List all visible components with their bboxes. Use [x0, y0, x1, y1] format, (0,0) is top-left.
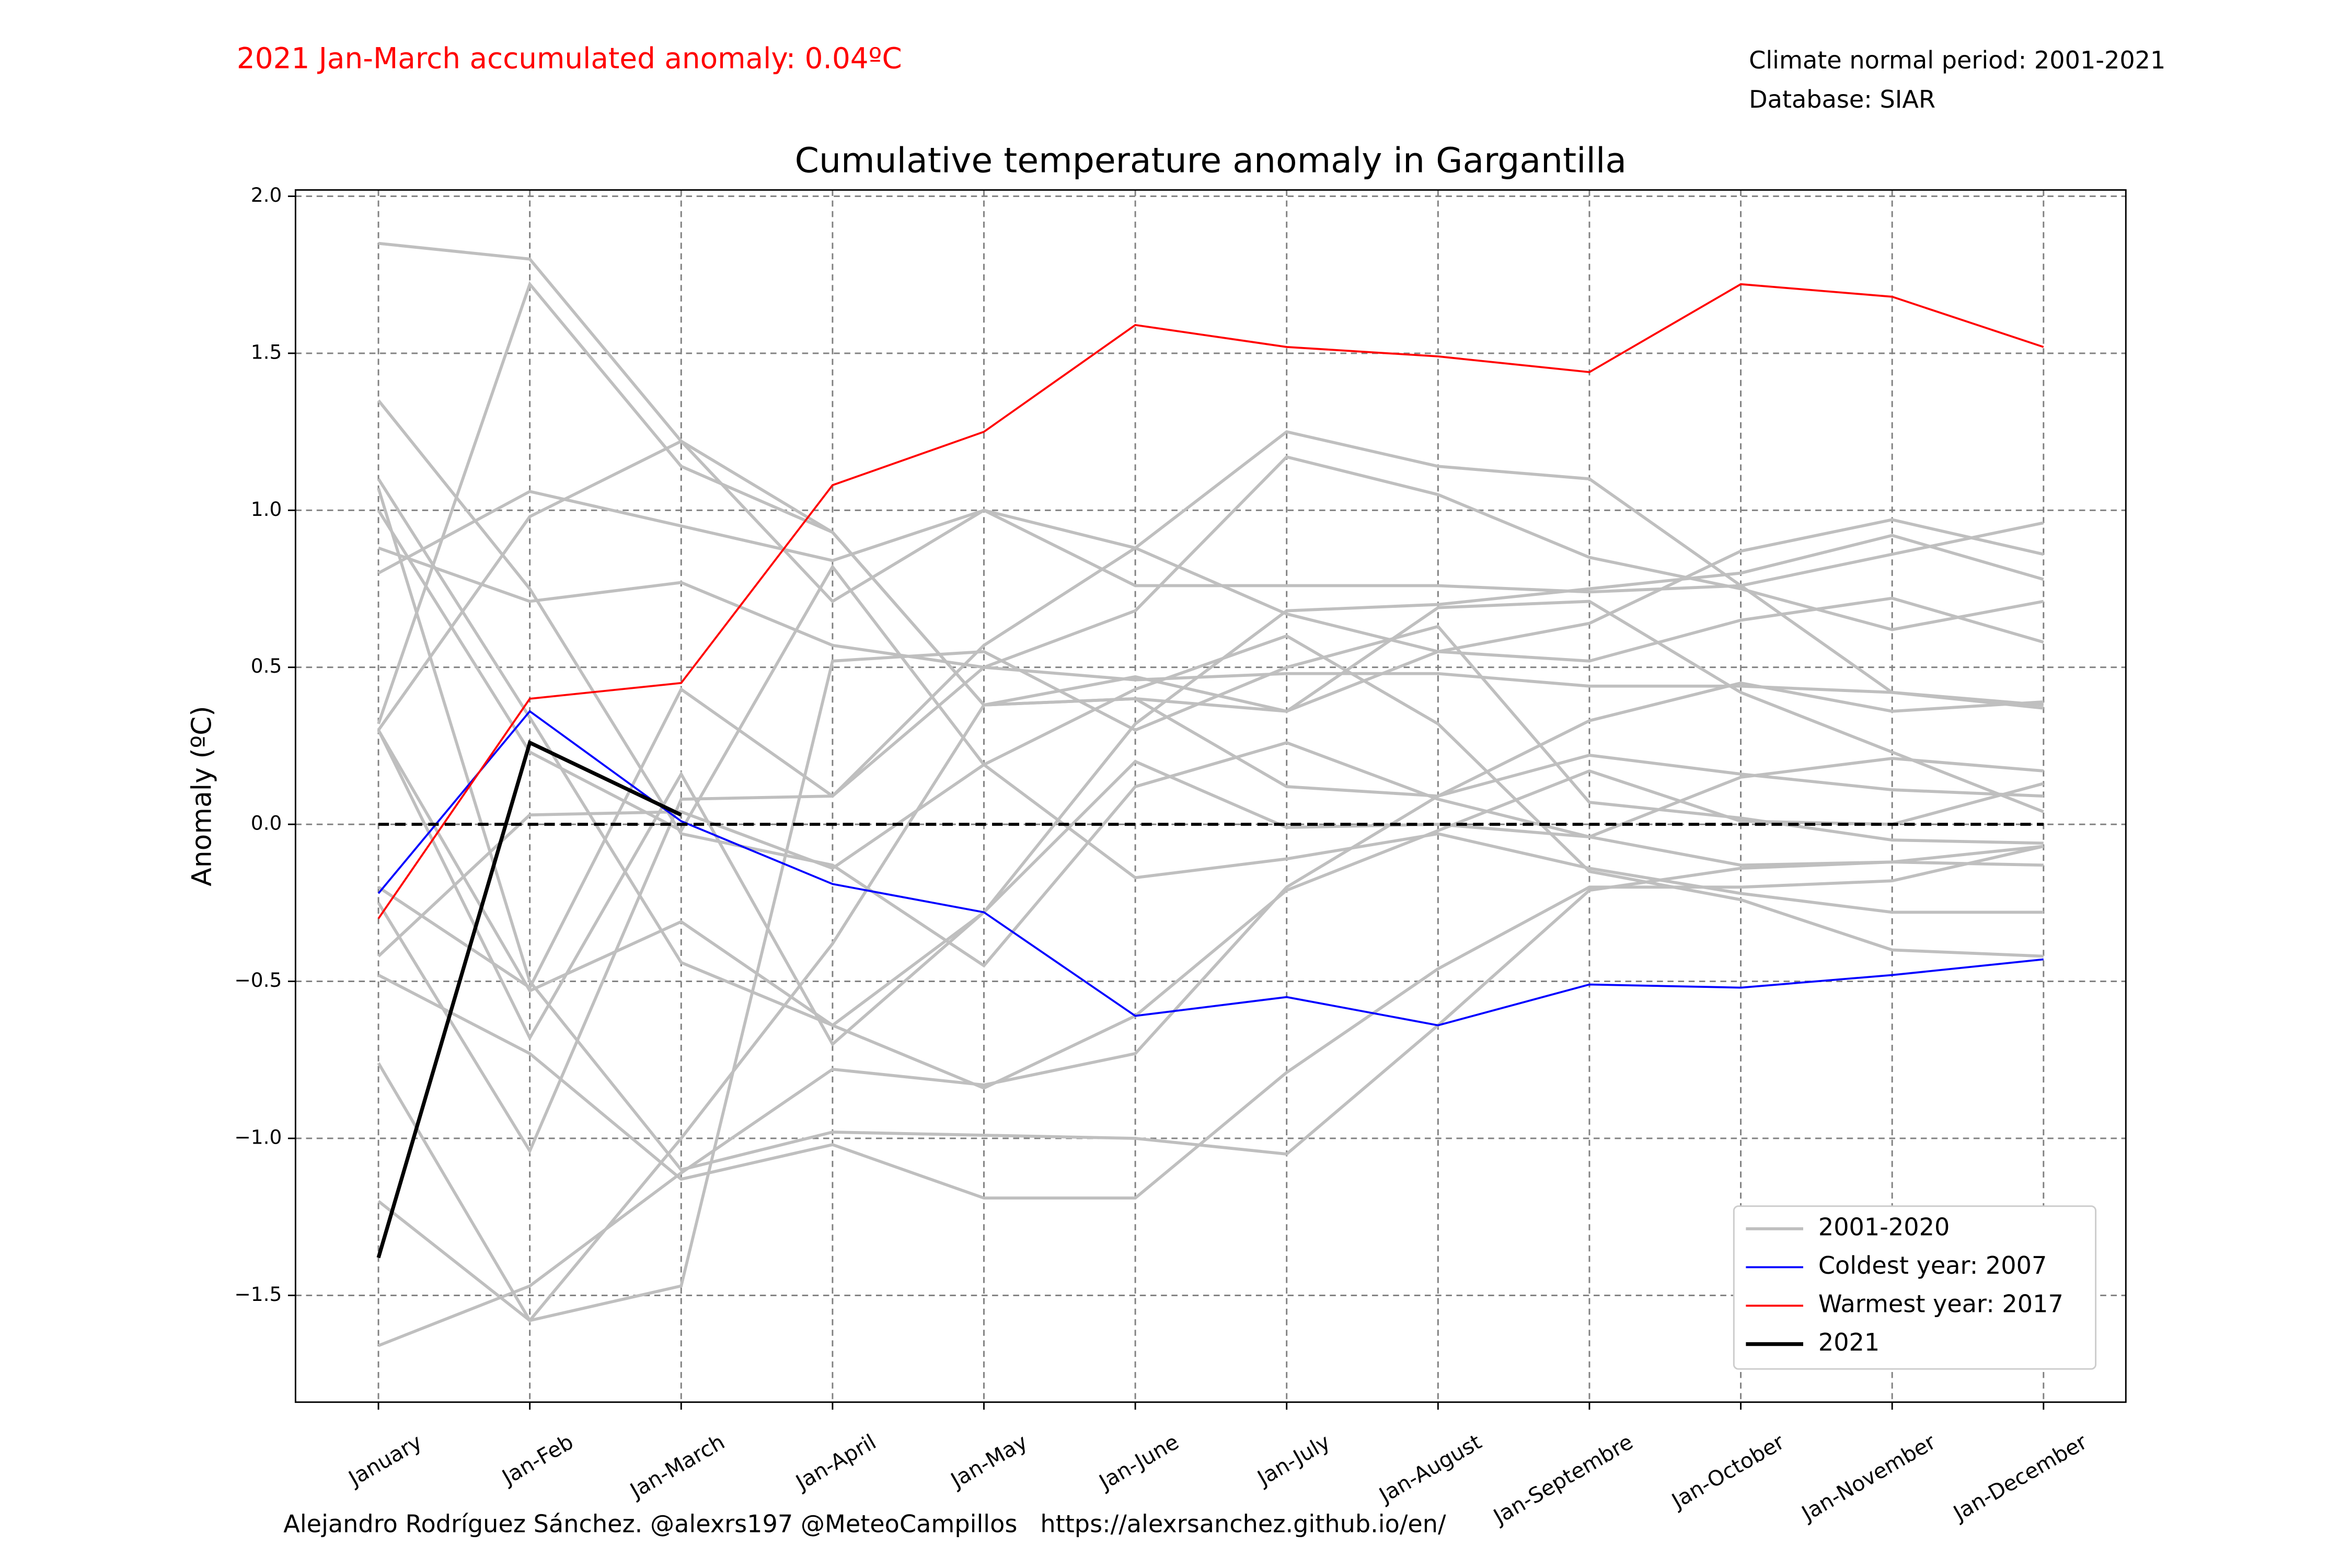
info-line: Database: SIAR: [1749, 85, 1935, 113]
series-line: [378, 546, 2044, 707]
series-line: [377, 845, 2044, 1200]
y-axis-label: Anomaly (ºC): [186, 706, 217, 886]
legend-box: [1733, 1205, 2097, 1370]
y-tick-label: −1.0: [234, 1125, 282, 1148]
series-line: [377, 283, 2044, 919]
series-line: [377, 490, 2044, 594]
series-line: [377, 399, 2044, 968]
x-tick-label: Jan-Feb: [497, 1429, 578, 1490]
series-line: [377, 625, 2044, 1322]
series-line: [377, 455, 2044, 1155]
plot-frame: [294, 189, 2127, 1403]
x-tick-label: Jan-Septembre: [1488, 1429, 1637, 1530]
x-tick-label: Jan-December: [1948, 1429, 2091, 1526]
y-tick-label: −0.5: [234, 969, 282, 991]
chart-title: Cumulative temperature anomaly in Gargan…: [795, 140, 1627, 181]
series-line: [378, 241, 2044, 713]
series-line: [377, 681, 2044, 1347]
series-line: [377, 281, 2044, 813]
credit: Alejandro Rodríguez Sánchez. @alexrs197 …: [283, 1510, 1446, 1538]
x-tick-label: Jan-August: [1374, 1429, 1485, 1508]
series-line: [377, 478, 2044, 1027]
series-line: [377, 430, 2044, 990]
y-tick-label: 2.0: [251, 183, 282, 206]
y-tick-label: 0.5: [251, 654, 282, 677]
series-line: [377, 488, 2044, 1172]
series-line: [377, 729, 2044, 1047]
series-line: [377, 697, 2044, 1323]
series-line: [377, 509, 2044, 914]
x-tick-label: Jan-April: [790, 1429, 880, 1495]
legend-label: 2021: [1818, 1328, 1880, 1356]
legend-label: 2001-2020: [1818, 1213, 1950, 1241]
info-line: Climate normal period: 2001-2021: [1749, 46, 2165, 74]
legend: 2001-2020 Coldest year: 2007 Warmest year:…: [1733, 1205, 2097, 1370]
x-tick-label: Jan-March: [625, 1429, 729, 1504]
series-line: [377, 634, 2044, 958]
annotation: 2021 Jan-March accumulated anomaly: 0.04…: [237, 42, 902, 75]
y-tick-label: −1.5: [234, 1283, 282, 1306]
x-tick-label: Jan-May: [946, 1429, 1032, 1493]
y-tick-label: 1.0: [251, 498, 282, 521]
y-tick-label: 0.0: [251, 812, 282, 835]
x-tick-label: Jan-June: [1094, 1429, 1183, 1495]
legend-label: Coldest year: 2007: [1818, 1251, 2047, 1279]
series-line: [376, 740, 682, 1259]
series-line: [377, 439, 2044, 731]
y-tick-label: 1.5: [251, 340, 282, 363]
plot-area: January Jan-Feb Jan-March Jan-April Jan-May J…: [234, 183, 2127, 1530]
x-tick-label: Jan-November: [1796, 1429, 1940, 1527]
x-tick-label: Jan-October: [1666, 1429, 1789, 1514]
x-tick-label: Jan-July: [1252, 1429, 1334, 1491]
x-tick-label: January: [343, 1429, 426, 1492]
legend-label: Warmest year: 2017: [1818, 1290, 2063, 1318]
